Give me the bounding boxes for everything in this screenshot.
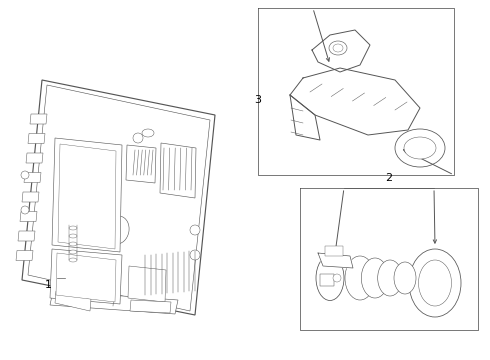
Ellipse shape <box>69 258 77 262</box>
Circle shape <box>21 171 29 179</box>
Ellipse shape <box>316 256 344 301</box>
Ellipse shape <box>69 234 77 238</box>
Polygon shape <box>28 85 210 311</box>
Polygon shape <box>318 253 353 268</box>
Ellipse shape <box>69 242 77 246</box>
Ellipse shape <box>418 260 451 306</box>
Ellipse shape <box>142 129 154 137</box>
Circle shape <box>333 274 341 282</box>
Polygon shape <box>160 143 196 198</box>
Polygon shape <box>50 291 178 314</box>
Polygon shape <box>128 266 166 302</box>
Polygon shape <box>55 291 91 311</box>
Bar <box>320 274 334 286</box>
Polygon shape <box>58 144 116 249</box>
Text: 2: 2 <box>386 173 392 183</box>
Circle shape <box>190 250 200 260</box>
Polygon shape <box>290 68 420 135</box>
Ellipse shape <box>394 262 416 294</box>
Circle shape <box>133 133 143 143</box>
Polygon shape <box>26 153 43 163</box>
Ellipse shape <box>69 226 77 230</box>
Circle shape <box>21 206 29 214</box>
Polygon shape <box>52 138 122 252</box>
Polygon shape <box>22 192 39 202</box>
Polygon shape <box>56 253 116 302</box>
Ellipse shape <box>345 256 375 300</box>
Bar <box>325 246 343 256</box>
Ellipse shape <box>404 137 436 159</box>
Ellipse shape <box>329 41 347 55</box>
Ellipse shape <box>107 216 129 244</box>
Ellipse shape <box>395 129 445 167</box>
Polygon shape <box>18 231 35 241</box>
Polygon shape <box>290 95 320 140</box>
Polygon shape <box>22 80 215 315</box>
Circle shape <box>190 225 200 235</box>
Ellipse shape <box>69 250 77 254</box>
Text: 1: 1 <box>45 280 51 290</box>
Polygon shape <box>20 211 37 221</box>
Polygon shape <box>24 172 41 183</box>
Polygon shape <box>130 300 171 313</box>
Polygon shape <box>16 251 33 261</box>
Text: 3: 3 <box>254 95 262 105</box>
Ellipse shape <box>378 260 402 296</box>
Ellipse shape <box>409 249 461 317</box>
Ellipse shape <box>361 258 389 298</box>
Polygon shape <box>126 145 156 183</box>
Polygon shape <box>28 134 45 144</box>
Ellipse shape <box>333 44 343 52</box>
Polygon shape <box>312 30 370 72</box>
Polygon shape <box>50 249 122 304</box>
Polygon shape <box>30 114 47 124</box>
